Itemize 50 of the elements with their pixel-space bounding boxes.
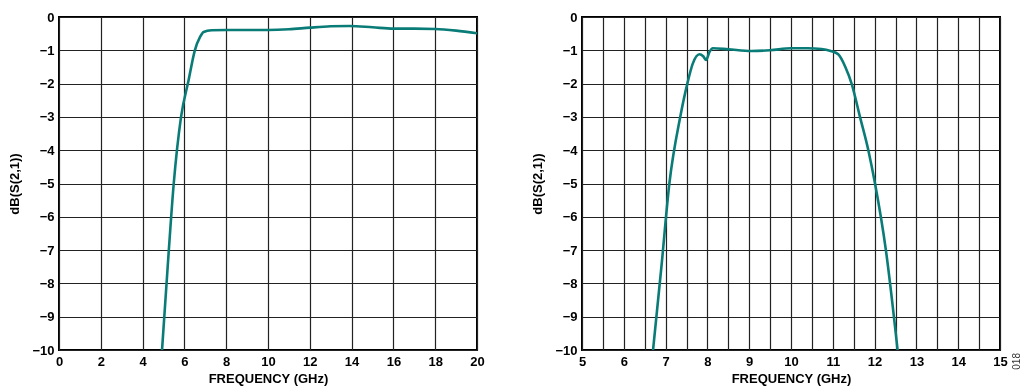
y-tick-label: −8 xyxy=(39,275,55,291)
x-tick-label: 20 xyxy=(470,353,485,369)
x-tick-label: 4 xyxy=(139,353,148,369)
y-tick-label: −5 xyxy=(39,176,55,191)
y-tick-label: −8 xyxy=(562,275,578,291)
x-tick-label: 12 xyxy=(867,353,883,369)
y-tick-label: 0 xyxy=(570,9,578,25)
x-axis-title: FREQUENCY (GHz) xyxy=(208,370,329,386)
x-tick-label: 18 xyxy=(428,353,443,369)
x-tick-label: 14 xyxy=(951,353,967,369)
y-tick-label: −3 xyxy=(562,109,578,125)
x-tick-label: 6 xyxy=(620,353,628,369)
line-series xyxy=(160,24,477,350)
y-tick-label: −2 xyxy=(39,76,55,92)
x-tick-label: 14 xyxy=(344,353,361,369)
x-tick-label: 2 xyxy=(97,353,105,369)
y-tick-label: −9 xyxy=(562,309,578,325)
y-tick-label: −10 xyxy=(555,342,578,358)
x-axis-title: FREQUENCY (GHz) xyxy=(731,370,852,386)
x-tick-label: 6 xyxy=(181,353,189,369)
y-tick-label: −2 xyxy=(562,76,578,92)
y-tick-label: −7 xyxy=(562,242,578,258)
x-tick-label: 8 xyxy=(704,353,712,369)
y-tick-label: −7 xyxy=(39,242,55,258)
y-axis-title: dB(S(2,1)) xyxy=(7,153,23,215)
y-tick-label: −3 xyxy=(39,109,55,125)
y-tick-label: −5 xyxy=(562,176,578,191)
y-tick-label: −4 xyxy=(39,142,56,158)
y-tick-label: −10 xyxy=(32,342,55,358)
y-tick-label: −9 xyxy=(39,309,55,325)
y-tick-label: −4 xyxy=(562,142,579,158)
text: 018 xyxy=(1011,353,1022,370)
y-tick-label: −1 xyxy=(39,42,55,58)
y-tick-label: −6 xyxy=(562,209,578,225)
x-tick-label: 9 xyxy=(746,353,754,369)
x-tick-label: 15 xyxy=(993,353,1008,369)
x-tick-label: 8 xyxy=(223,353,231,369)
x-tick-label: 10 xyxy=(784,353,799,369)
y-tick-label: −6 xyxy=(39,209,55,225)
x-tick-label: 13 xyxy=(909,353,925,369)
x-tick-label: 7 xyxy=(662,353,670,369)
y-tick-label: 0 xyxy=(47,9,55,25)
x-tick-label: 5 xyxy=(578,353,587,369)
x-tick-label: 10 xyxy=(261,353,276,369)
x-tick-label: 11 xyxy=(826,353,841,369)
x-tick-label: 12 xyxy=(303,353,318,369)
y-axis-title: dB(S(2,1)) xyxy=(530,153,546,215)
x-tick-label: 16 xyxy=(386,353,402,369)
y-tick-label: −1 xyxy=(562,42,578,58)
line-series xyxy=(651,47,899,350)
